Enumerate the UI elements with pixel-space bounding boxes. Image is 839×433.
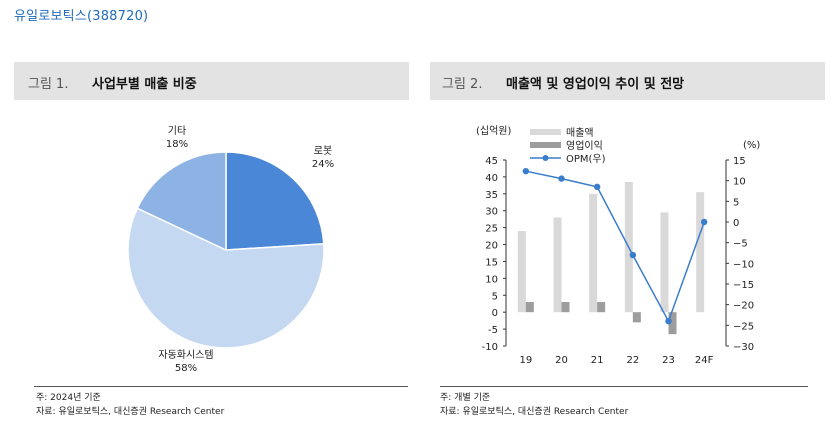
sales-bar-20: [553, 217, 562, 313]
pie-slice-1-value: 24%: [312, 159, 334, 170]
op-bar-19: [525, 302, 534, 313]
right-axis-tick-label: −10: [733, 259, 754, 270]
pie-slice-1: [225, 151, 325, 251]
op-bar-22: [632, 312, 641, 323]
right-axis-tick-label: −25: [733, 321, 754, 332]
legend-swatch-opm-marker: [542, 155, 549, 161]
opm-point-20: [558, 175, 565, 182]
company-title: 유일로보틱스(388720): [14, 9, 149, 24]
combo-chart: (십억원) (%) -10 -5 0 5 10 15 20 25 30 35 40 45 −30 −25 −20…: [476, 125, 760, 366]
right-axis-tick-label: −15: [733, 280, 754, 291]
pie-chart: 로봇 24% 자동화시스템 58% 기타 18%: [127, 125, 334, 374]
left-axis-tick-label: 0: [492, 308, 498, 319]
figure2-note: 주: 개별 기준: [440, 393, 491, 403]
pie-slice-2-value: 58%: [175, 363, 197, 374]
figure2-number: 그림 2.: [442, 77, 483, 92]
left-axis-tick-label: -5: [488, 325, 498, 336]
figure1-number: 그림 1.: [28, 77, 69, 92]
left-axis-tick-label: 35: [485, 190, 498, 201]
sales-bar-21: [589, 193, 598, 313]
pie-slice-3-label: 기타: [168, 125, 186, 137]
pie-slice-1-label: 로봇: [314, 145, 332, 157]
opm-point-19: [522, 167, 530, 175]
left-axis-tick-label: 30: [485, 207, 498, 218]
pie-slice-3-value: 18%: [166, 139, 188, 150]
right-axis-tick-label: −20: [733, 301, 754, 312]
opm-line: [525, 170, 705, 324]
right-axis-tick-label: 0: [733, 218, 739, 229]
right-axis-tick-label: 10: [733, 177, 746, 188]
right-axis-tick-label: 5: [733, 197, 739, 208]
right-axis-tick-label: −30: [733, 342, 754, 353]
figure2-footer-rule: [440, 386, 808, 387]
legend-swatch-op: [530, 142, 561, 148]
pie-slice-2: [127, 207, 325, 349]
figure1-source: 자료: 유일로보틱스, 대신증권 Research Center: [36, 407, 225, 417]
sales-bar-23: [660, 212, 669, 313]
x-tick-label: 23: [662, 355, 675, 366]
figure1-header: 그림 1. 사업부별 매출 비중: [14, 62, 409, 100]
left-axis-tick-label: 15: [485, 257, 498, 268]
x-tick-label: 19: [519, 355, 532, 366]
op-bar-23: [668, 312, 677, 335]
op-bar-20: [561, 302, 570, 313]
x-tick-label: 20: [555, 355, 568, 366]
left-axis-tick-label: -10: [482, 342, 498, 353]
left-axis-tick-label: 25: [485, 224, 498, 235]
right-axis-tick-label: −5: [733, 239, 748, 250]
left-axis-tick-label: 40: [485, 173, 498, 184]
x-tick-label: 22: [626, 355, 639, 366]
opm-point-22: [629, 251, 637, 259]
opm-point-23: [665, 318, 672, 325]
left-axis-tick-label: 45: [485, 156, 498, 167]
left-axis-tick-label: 5: [492, 291, 498, 302]
pie-slice-3: [136, 151, 227, 252]
opm-point-21: [593, 183, 601, 191]
pie-slice-2-label: 자동화시스템: [158, 349, 213, 361]
figure1-footer-rule: [34, 386, 408, 387]
right-axis-unit: (%): [743, 140, 760, 151]
sales-bar-24F: [696, 192, 705, 313]
x-tick-label: 21: [591, 355, 604, 366]
left-axis-unit: (십억원): [476, 125, 512, 137]
figure2-title: 매출액 및 영업이익 추이 및 전망: [506, 77, 685, 92]
x-tick-label: 24F: [695, 355, 714, 366]
opm-point-24F: [700, 218, 708, 226]
left-axis-tick-label: 10: [485, 274, 498, 285]
sales-bar-19: [517, 231, 526, 313]
legend-swatch-sales: [530, 129, 561, 135]
left-axis-tick-label: 20: [485, 241, 498, 252]
figure2-source: 자료: 유일로보틱스, 대신증권 Research Center: [440, 407, 629, 417]
figure2-header: 그림 2. 매출액 및 영업이익 추이 및 전망: [430, 62, 825, 100]
right-axis-tick-label: 15: [733, 156, 746, 167]
legend-label-sales: 매출액: [566, 127, 594, 139]
figure1-note: 주: 2024년 기준: [36, 393, 101, 403]
legend-label-opm: OPM(우): [566, 153, 606, 165]
figure1-title: 사업부별 매출 비중: [92, 77, 197, 92]
legend-label-op: 영업이익: [566, 139, 603, 152]
op-bar-21: [597, 302, 606, 313]
